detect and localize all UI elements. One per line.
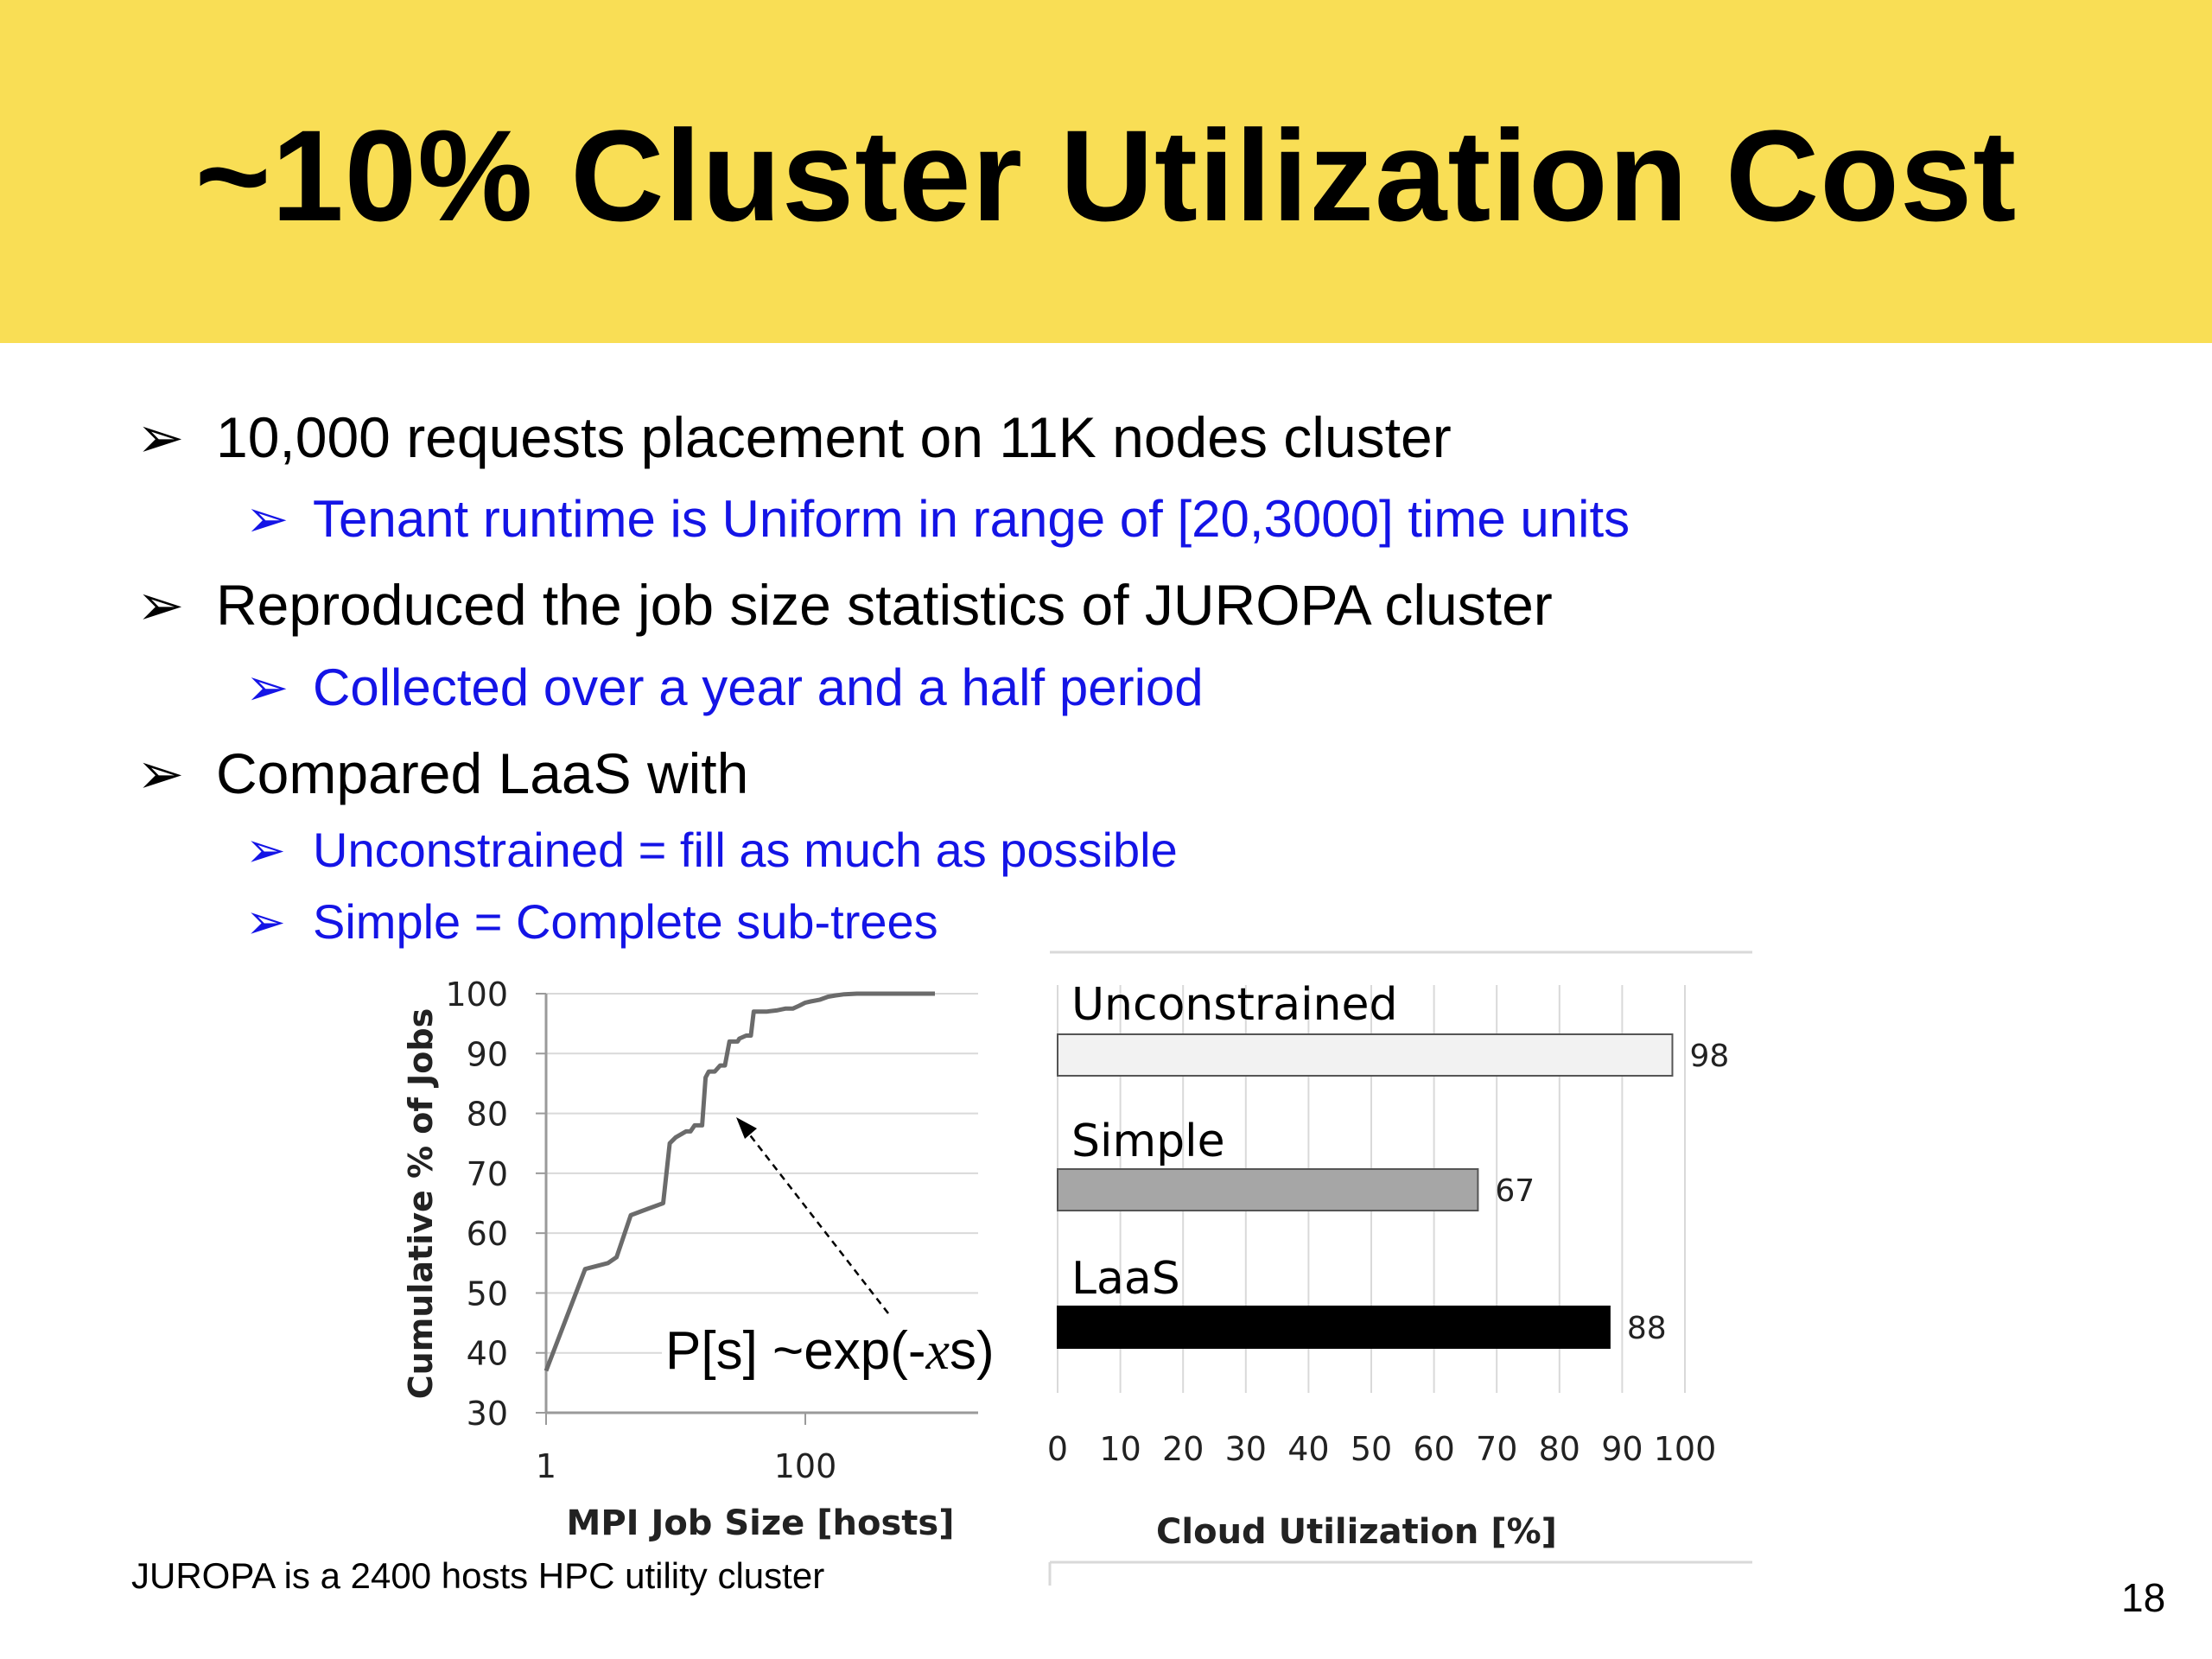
- bullet-arrow-icon: ➢: [137, 405, 185, 469]
- cdf-y-tick-label: 70: [467, 1155, 508, 1193]
- cdf-y-axis-label: Cumulative % of Jobs: [402, 1008, 440, 1399]
- bullet-arrow-icon: ➢: [245, 490, 289, 548]
- cdf-y-tick-label: 30: [467, 1395, 508, 1433]
- title-band: [0, 0, 2212, 343]
- bullet-text: Tenant runtime is Uniform in range of [2…: [313, 490, 1630, 548]
- cdf-x-tick-label: 1: [536, 1447, 556, 1485]
- bullet-text: Collected over a year and a half period: [313, 658, 1204, 716]
- bar-x-tick-label: 60: [1413, 1430, 1454, 1468]
- bullet-text: Compared LaaS with: [216, 741, 749, 805]
- bar-category-label: Simple: [1071, 1116, 1225, 1167]
- footnote: JUROPA is a 2400 hosts HPC utility clust…: [131, 1555, 825, 1596]
- annotation-arrow-head-icon: [736, 1117, 757, 1139]
- bar-category-label: LaaS: [1071, 1253, 1180, 1305]
- bar-x-tick-label: 80: [1539, 1430, 1580, 1468]
- cdf-x-tick-label: 100: [774, 1447, 837, 1485]
- cdf-y-tick-label: 50: [467, 1274, 508, 1313]
- cdf-x-axis-label: MPI Job Size [hosts]: [567, 1503, 955, 1543]
- bullet-arrow-icon: ➢: [245, 823, 286, 877]
- bar-value-label: 98: [1689, 1039, 1729, 1074]
- bar-x-tick-label: 0: [1047, 1430, 1068, 1468]
- annotation-math: x: [925, 1322, 950, 1381]
- bullet-text: Simple = Complete sub-trees: [313, 894, 938, 949]
- bar-x-tick-label: 50: [1351, 1430, 1392, 1468]
- bar-series: Unconstrained 98 Simple 67 LaaS 88: [1057, 979, 1729, 1349]
- bar-x-tick-label: 70: [1476, 1430, 1517, 1468]
- slide-title: ~10% Cluster Utilization Cost: [194, 103, 2018, 248]
- bar-x-tick-label: 40: [1287, 1430, 1329, 1468]
- cdf-y-tick-labels: 100 90 80 70 60 50 40 30: [445, 976, 508, 1433]
- bar-x-tick-label: 30: [1225, 1430, 1267, 1468]
- cdf-y-tick-label: 40: [467, 1335, 508, 1373]
- bullet-text: Unconstrained = fill as much as possible: [313, 823, 1178, 877]
- bullet-arrow-icon: ➢: [245, 894, 286, 949]
- cdf-annotation: P[s] ~exp(-xs): [665, 1321, 995, 1381]
- bullet-text: Reproduced the job size statistics of JU…: [216, 573, 1553, 637]
- annotation-text: P[s] ~exp(-: [665, 1321, 926, 1381]
- bar-x-tick-label: 100: [1654, 1430, 1717, 1468]
- cdf-y-tick-label: 80: [467, 1096, 508, 1134]
- bar-value-label: 67: [1495, 1173, 1535, 1209]
- cdf-y-tick-label: 60: [467, 1215, 508, 1253]
- bar-laas: [1057, 1306, 1611, 1349]
- bullet-text: 10,000 requests placement on 11K nodes c…: [216, 405, 1452, 469]
- annotation-arrow-line: [744, 1128, 889, 1314]
- bar-x-axis-label: Cloud Utilization [%]: [1156, 1512, 1557, 1552]
- bar-x-tick-label: 10: [1099, 1430, 1141, 1468]
- annotation-suffix: s): [950, 1321, 995, 1381]
- cdf-x-tick-labels: 1 100: [536, 1447, 836, 1485]
- bar-value-label: 88: [1627, 1311, 1667, 1346]
- bar-x-tick-label: 90: [1601, 1430, 1643, 1468]
- cdf-series-line: [543, 991, 935, 1372]
- annotation-background: [662, 1320, 1013, 1381]
- bar-x-tick-labels: 0 10 20 30 40 50 60 70 80 90 100: [1047, 1430, 1716, 1468]
- bullet-arrow-icon: ➢: [245, 658, 289, 716]
- page-number: 18: [2121, 1575, 2166, 1620]
- cdf-y-tick-label: 100: [445, 976, 508, 1014]
- bar-category-label: Unconstrained: [1071, 979, 1398, 1031]
- bar-x-tick-label: 20: [1162, 1430, 1204, 1468]
- bar-unconstrained: [1057, 1033, 1674, 1077]
- bullet-arrow-icon: ➢: [137, 741, 185, 805]
- bar-simple: [1057, 1168, 1479, 1211]
- cdf-y-tick-label: 90: [467, 1035, 508, 1073]
- bullet-arrow-icon: ➢: [137, 573, 185, 637]
